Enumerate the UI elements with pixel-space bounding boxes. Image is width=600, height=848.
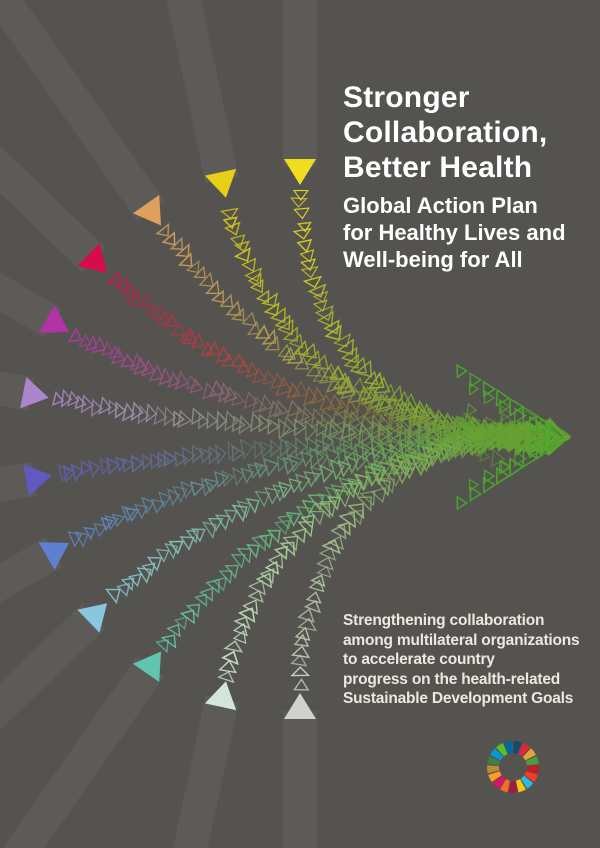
tail-triangle-crimson: [77, 243, 108, 273]
sdg-wheel-segment: [508, 780, 518, 794]
sdg-wheel-segment: [492, 775, 506, 789]
tagline-line: to accelerate country: [343, 651, 495, 669]
sdg-wheel-segment: [524, 771, 538, 783]
tail-triangle-orange: [133, 195, 161, 226]
tail-triangle-mint: [204, 681, 237, 711]
tail-triangle-grey: [284, 693, 316, 719]
tail-triangle-gold: [204, 168, 237, 198]
tail-triangle-blue: [38, 542, 70, 570]
sdg-wheel-segment: [504, 741, 513, 754]
title-line: Stronger: [343, 81, 470, 114]
sdg-wheel-segment: [487, 756, 501, 766]
subtitle: Global Action Plan for Healthy Lives and…: [343, 192, 566, 273]
sdg-wheel-segment: [520, 775, 534, 789]
tail-arrowhead-layer: [20, 159, 316, 719]
sdg-wheel-segment: [513, 741, 522, 754]
sdg-wheel-segment: [499, 779, 511, 793]
sdg-wheel-segment: [496, 743, 508, 757]
beam-gold: [166, 0, 239, 184]
sdg-wheel-segment: [488, 771, 502, 783]
beam-crimson: [0, 145, 106, 273]
sdg-wheel-segment: [518, 743, 530, 757]
title-line: Better Health: [343, 151, 533, 184]
beam-sky: [0, 603, 106, 731]
tail-triangle-sky: [77, 603, 108, 633]
page-title: Stronger Collaboration, Better Health: [343, 80, 547, 185]
tagline-line: progress on the health-related: [343, 670, 561, 688]
convergence-arrowhead: [456, 363, 567, 511]
tagline-line: Sustainable Development Goals: [343, 690, 574, 708]
tail-triangle-yellow: [284, 159, 316, 185]
sdg-wheel-segment: [525, 756, 539, 766]
sdg-wheel-segment: [490, 748, 504, 761]
sdg-wheel-segment: [515, 779, 527, 793]
beam-teal: [2, 656, 165, 848]
stream-grey: [290, 421, 569, 691]
sdg-wheel-logo: [486, 741, 540, 794]
title-line: Collaboration,: [343, 116, 548, 149]
sdg-wheel-segment: [526, 765, 540, 774]
stream-layer: [51, 189, 572, 691]
sdg-wheel-segment: [486, 765, 500, 774]
beam-layer: [0, 0, 300, 848]
tail-triangle-lavender: [20, 377, 49, 409]
tagline-line: among multilateral organizations: [343, 631, 580, 649]
subtitle-line: Well-being for All: [343, 247, 523, 272]
tagline: Strengthening collaboration among multil…: [343, 611, 580, 709]
sdg-wheel-segment: [522, 748, 536, 761]
beam-orange: [0, 0, 165, 221]
beam-mint: [173, 695, 239, 848]
tail-triangle-teal: [133, 651, 161, 682]
subtitle-line: for Healthy Lives and: [343, 220, 566, 245]
tail-triangle-magenta: [38, 305, 70, 333]
tail-triangle-indigo: [23, 464, 52, 496]
subtitle-line: Global Action Plan: [343, 193, 538, 218]
tagline-line: Strengthening collaboration: [343, 612, 545, 629]
